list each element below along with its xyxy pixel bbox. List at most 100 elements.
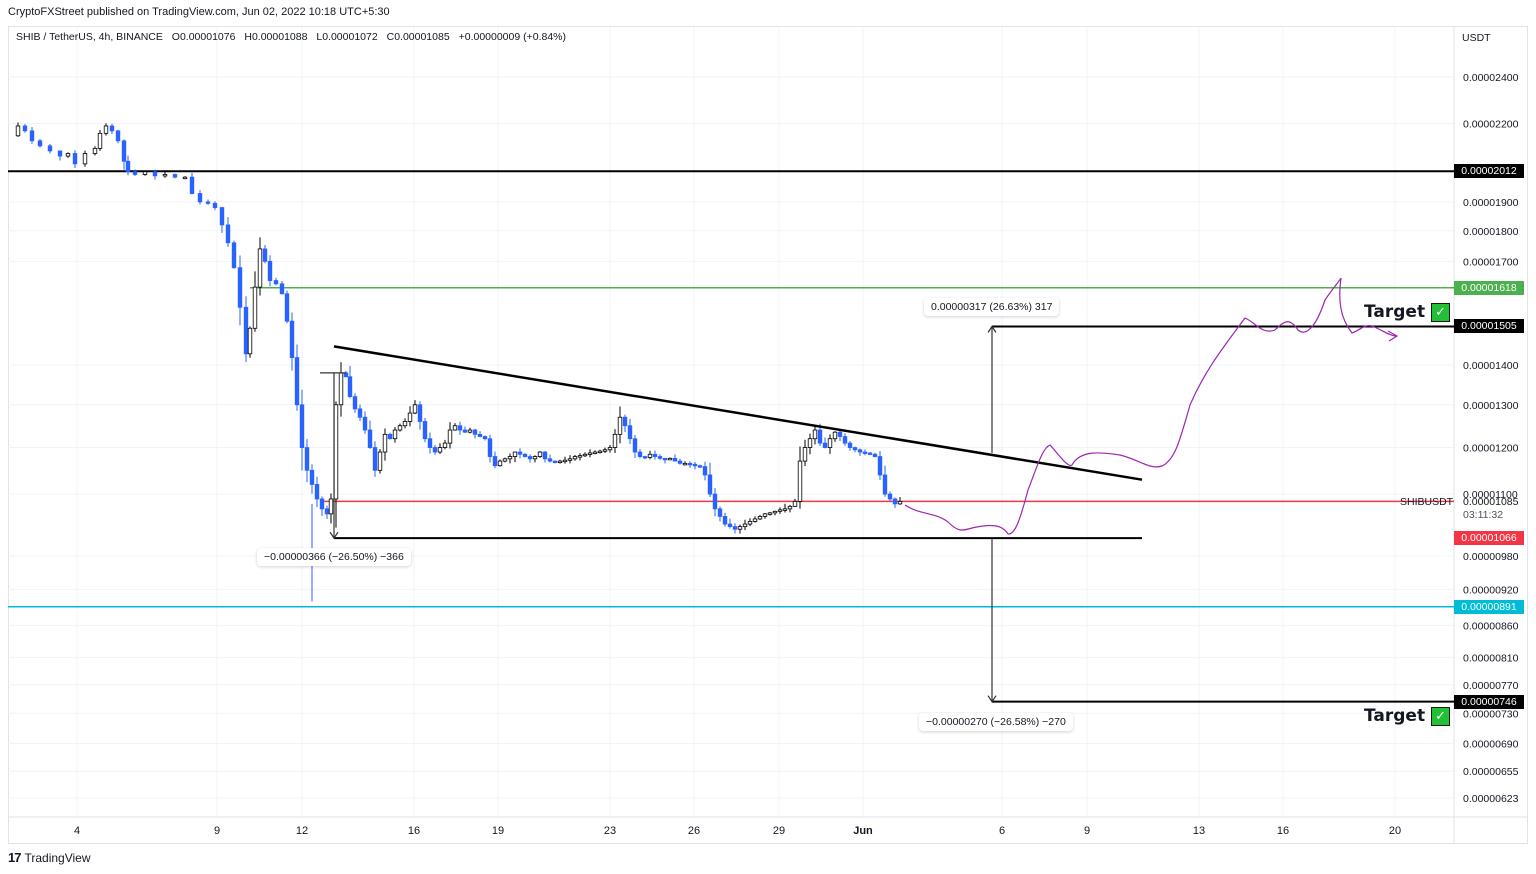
candle: [802, 447, 808, 462]
brand-name[interactable]: TradingView: [24, 850, 91, 865]
candle: [762, 513, 768, 517]
price-tick: 0.00001400: [1463, 360, 1519, 372]
candle: [477, 433, 483, 437]
candle: [231, 242, 237, 269]
candle: [797, 460, 803, 502]
time-tick: 4: [74, 825, 80, 837]
time-tick: 16: [408, 825, 420, 837]
candle: [562, 459, 568, 463]
candle: [647, 453, 653, 458]
price-tick: 0.00001300: [1463, 400, 1519, 412]
candle: [382, 433, 388, 453]
legend-close: C0.00001085: [386, 31, 450, 43]
candle: [502, 458, 508, 462]
candle: [273, 280, 279, 285]
candle: [772, 510, 778, 514]
candle: [632, 438, 638, 453]
candle: [452, 425, 458, 431]
candle: [727, 523, 733, 528]
candle: [65, 153, 71, 157]
candle: [777, 509, 783, 512]
legend-low: L0.00001072: [316, 31, 378, 43]
candle: [697, 465, 703, 468]
candle: [827, 438, 833, 448]
candle: [432, 447, 438, 453]
legend-symbol[interactable]: SHIB / TetherUS, 4h, BINANCE: [16, 31, 163, 43]
price-tick: 0.00000623: [1463, 793, 1519, 805]
price-tick: 0.00001700: [1463, 256, 1519, 268]
candle: [437, 447, 443, 453]
candle: [417, 404, 423, 422]
candle: [189, 176, 195, 194]
candle: [387, 433, 393, 440]
time-tick: 16: [1277, 825, 1289, 837]
candle: [757, 516, 763, 520]
candle: [125, 160, 131, 173]
check-icon: ✓: [1431, 706, 1451, 726]
candle: [267, 260, 273, 281]
candle: [612, 433, 618, 448]
candle: [237, 267, 243, 308]
candle: [182, 176, 188, 180]
candle: [887, 493, 893, 500]
candle: [397, 425, 403, 431]
candle: [482, 436, 488, 440]
price-axis: USDT 0.00002400 0.00002200 0.00001900 0.0000…: [1462, 32, 1519, 805]
candle: [602, 449, 608, 452]
measure-label-down-left: −0.00000366 (−26.50%) −366: [257, 548, 411, 566]
candle: [582, 453, 588, 457]
candle: [722, 516, 728, 525]
check-icon: ✓: [1431, 302, 1451, 322]
candle: [737, 526, 743, 530]
candle: [787, 505, 793, 510]
time-tick: 9: [214, 825, 220, 837]
candle: [15, 125, 21, 137]
candle: [284, 293, 290, 322]
target-lower: Target ✓: [1364, 706, 1451, 726]
candle: [782, 508, 788, 511]
tradingview-logo-icon: 17: [8, 850, 22, 865]
candle: [587, 452, 593, 455]
candle: [717, 508, 723, 517]
time-tick: 23: [604, 825, 616, 837]
candle: [172, 174, 178, 178]
candle: [422, 421, 428, 440]
price-tick: 0.00001200: [1463, 443, 1519, 455]
time-tick: 13: [1193, 825, 1205, 837]
candle: [115, 130, 121, 142]
candle: [82, 153, 88, 165]
candle: [442, 442, 448, 448]
price-tick: 0.00000920: [1463, 585, 1519, 597]
candle: [457, 425, 463, 431]
candle: [807, 438, 813, 448]
target-upper: Target ✓: [1364, 302, 1451, 322]
price-tick: 0.00001900: [1463, 197, 1519, 209]
candle: [324, 508, 330, 515]
candle: [627, 425, 633, 440]
candle: [862, 451, 868, 454]
price-tick: 0.00000690: [1463, 738, 1519, 750]
candle: [657, 456, 663, 459]
time-tick: Jun: [853, 825, 873, 837]
candle: [672, 457, 678, 462]
candle: [817, 429, 823, 444]
candle: [622, 416, 628, 427]
candle: [212, 202, 218, 208]
candle: [702, 466, 708, 476]
candle: [662, 457, 668, 461]
candle: [304, 447, 310, 471]
candle: [142, 171, 148, 175]
candle: [682, 462, 688, 466]
target-upper-label: Target: [1364, 302, 1426, 322]
time-tick: 6: [999, 825, 1005, 837]
candle: [767, 512, 773, 515]
candle: [557, 460, 563, 463]
candle: [897, 501, 903, 505]
candle: [372, 447, 378, 471]
candle: [262, 248, 268, 262]
candle: [497, 460, 503, 467]
target-lower-label: Target: [1364, 706, 1426, 726]
candle: [362, 416, 368, 431]
price-tick: 0.00000980: [1463, 551, 1519, 563]
